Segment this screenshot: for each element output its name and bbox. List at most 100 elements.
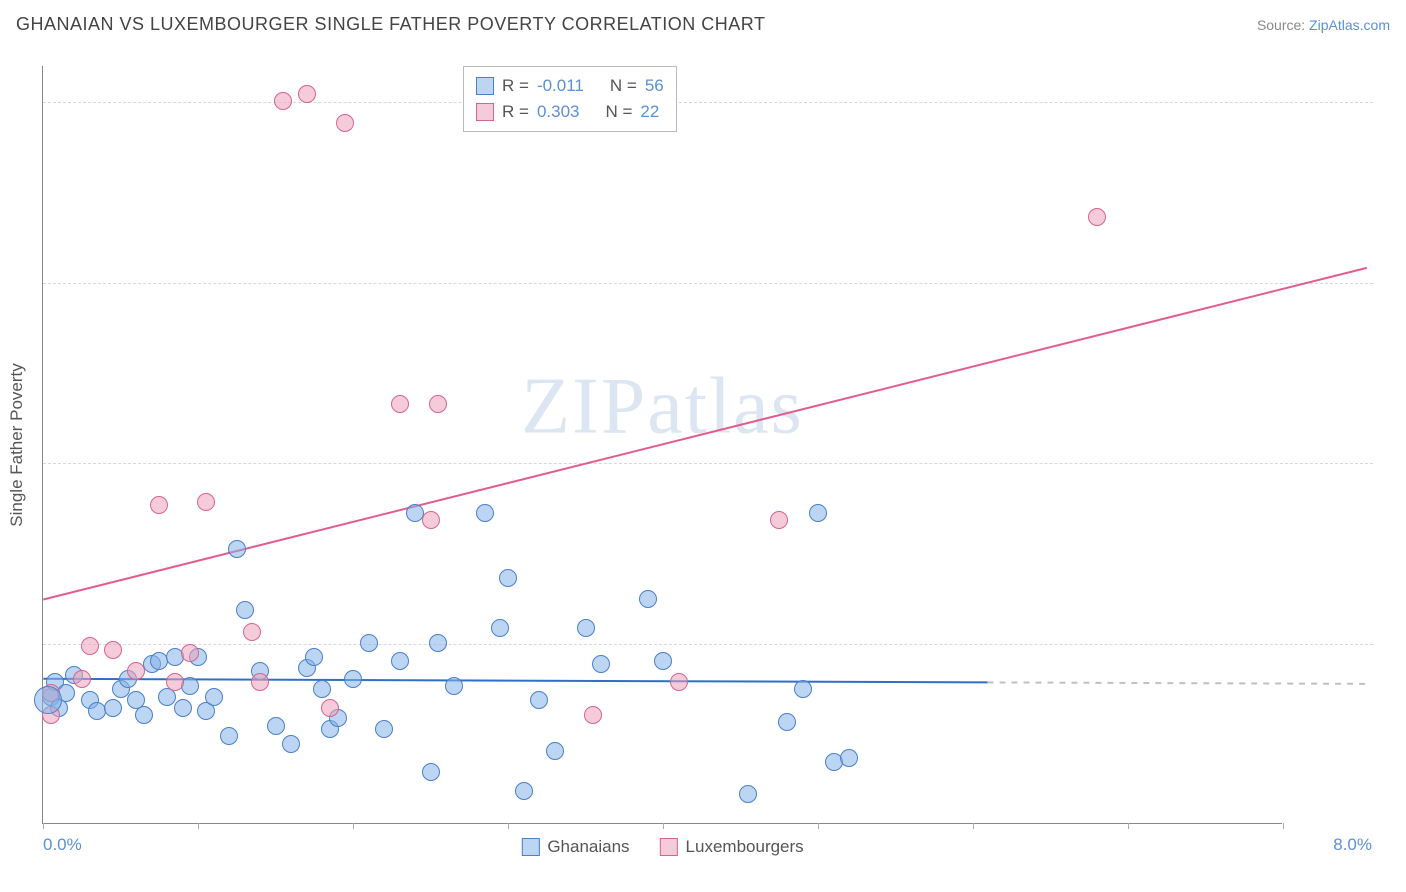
data-point xyxy=(445,677,463,695)
chart-title: GHANAIAN VS LUXEMBOURGER SINGLE FATHER P… xyxy=(16,14,765,35)
r-value: 0.303 xyxy=(537,99,580,125)
data-point xyxy=(305,648,323,666)
data-point xyxy=(840,749,858,767)
data-point xyxy=(515,782,533,800)
swatch-blue-icon xyxy=(521,838,539,856)
data-point xyxy=(391,652,409,670)
data-point xyxy=(150,496,168,514)
gridline: 50.0% xyxy=(43,463,1373,464)
y-axis-title: Single Father Poverty xyxy=(7,363,27,526)
data-point xyxy=(422,763,440,781)
r-label: R = xyxy=(502,73,529,99)
swatch-blue-icon xyxy=(476,77,494,95)
data-point xyxy=(135,706,153,724)
legend-item-ghanaians: Ghanaians xyxy=(521,837,629,857)
data-point xyxy=(174,699,192,717)
data-point xyxy=(530,691,548,709)
source-prefix: Source: xyxy=(1257,17,1309,33)
data-point xyxy=(391,395,409,413)
stats-row-luxembourgers: R = 0.303 N = 22 xyxy=(476,99,664,125)
data-point xyxy=(104,641,122,659)
x-tick xyxy=(973,823,974,829)
data-point xyxy=(1088,208,1106,226)
x-tick xyxy=(1283,823,1284,829)
data-point xyxy=(639,590,657,608)
x-tick xyxy=(508,823,509,829)
stats-row-ghanaians: R = -0.011 N = 56 xyxy=(476,73,664,99)
data-point xyxy=(236,601,254,619)
data-point xyxy=(205,688,223,706)
data-point xyxy=(267,717,285,735)
data-point xyxy=(274,92,292,110)
n-value: 22 xyxy=(640,99,659,125)
x-axis-max-label: 8.0% xyxy=(1333,835,1372,855)
x-tick xyxy=(198,823,199,829)
correlation-stats-box: R = -0.011 N = 56 R = 0.303 N = 22 xyxy=(463,66,677,132)
data-point xyxy=(546,742,564,760)
data-point xyxy=(298,85,316,103)
data-point xyxy=(809,504,827,522)
data-point xyxy=(166,673,184,691)
gridline: 75.0% xyxy=(43,283,1373,284)
data-point xyxy=(73,670,91,688)
r-value: -0.011 xyxy=(537,73,584,99)
data-point xyxy=(243,623,261,641)
x-axis-min-label: 0.0% xyxy=(43,835,82,855)
data-point xyxy=(429,634,447,652)
source-link[interactable]: ZipAtlas.com xyxy=(1309,17,1390,33)
data-point xyxy=(491,619,509,637)
source-attribution: Source: ZipAtlas.com xyxy=(1257,17,1390,33)
data-point xyxy=(375,720,393,738)
data-point xyxy=(794,680,812,698)
data-point-cluster xyxy=(34,686,62,714)
x-tick xyxy=(663,823,664,829)
data-point xyxy=(197,493,215,511)
n-label: N = xyxy=(610,73,637,99)
data-point xyxy=(321,699,339,717)
data-point xyxy=(336,114,354,132)
n-value: 56 xyxy=(645,73,664,99)
data-point xyxy=(670,673,688,691)
x-tick xyxy=(43,823,44,829)
scatter-plot: Single Father Poverty 25.0%50.0%75.0%100… xyxy=(42,66,1282,824)
legend-label: Ghanaians xyxy=(547,837,629,857)
data-point xyxy=(476,504,494,522)
gridline: 25.0% xyxy=(43,644,1373,645)
data-point xyxy=(739,785,757,803)
data-point xyxy=(220,727,238,745)
data-point xyxy=(127,662,145,680)
chart-header: GHANAIAN VS LUXEMBOURGER SINGLE FATHER P… xyxy=(16,14,1390,35)
data-point xyxy=(584,706,602,724)
data-point xyxy=(499,569,517,587)
data-point xyxy=(592,655,610,673)
data-point xyxy=(429,395,447,413)
series-legend: Ghanaians Luxembourgers xyxy=(521,837,803,857)
swatch-pink-icon xyxy=(660,838,678,856)
data-point xyxy=(654,652,672,670)
trend-lines xyxy=(43,66,1282,823)
x-tick xyxy=(1128,823,1129,829)
data-point xyxy=(228,540,246,558)
data-point xyxy=(181,644,199,662)
r-label: R = xyxy=(502,99,529,125)
data-point xyxy=(360,634,378,652)
legend-item-luxembourgers: Luxembourgers xyxy=(660,837,804,857)
data-point xyxy=(282,735,300,753)
data-point xyxy=(181,677,199,695)
data-point xyxy=(81,637,99,655)
data-point xyxy=(313,680,331,698)
watermark: ZIPatlas xyxy=(521,361,804,452)
gridline: 100.0% xyxy=(43,102,1373,103)
n-label: N = xyxy=(605,99,632,125)
legend-label: Luxembourgers xyxy=(686,837,804,857)
data-point xyxy=(104,699,122,717)
x-tick xyxy=(818,823,819,829)
data-point xyxy=(251,673,269,691)
data-point xyxy=(770,511,788,529)
data-point xyxy=(422,511,440,529)
data-point xyxy=(778,713,796,731)
swatch-pink-icon xyxy=(476,103,494,121)
data-point xyxy=(344,670,362,688)
x-tick xyxy=(353,823,354,829)
data-point xyxy=(577,619,595,637)
